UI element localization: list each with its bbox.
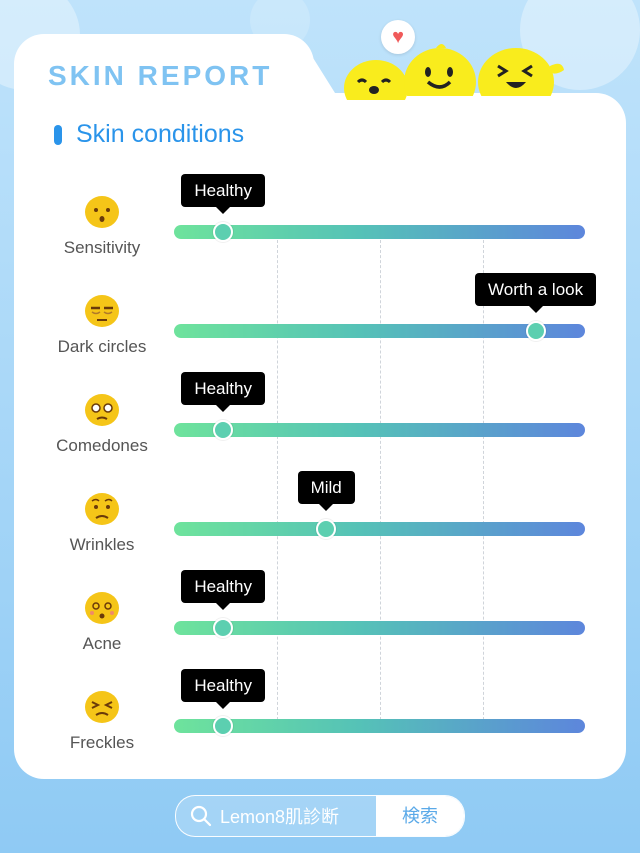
level-gridline: [277, 240, 278, 720]
search-bar[interactable]: Lemon8肌診断 検索: [175, 795, 465, 837]
search-icon: [190, 805, 212, 827]
condition-level-marker: [213, 222, 234, 242]
condition-status-tooltip: Healthy: [181, 372, 265, 412]
report-title: SKIN REPORT: [48, 60, 273, 91]
grimacing-face-icon: [85, 691, 119, 723]
section-title: Skin conditions: [76, 120, 245, 148]
surprised-face-icon: [85, 196, 119, 228]
condition-level-marker: [316, 519, 337, 539]
condition-level-marker: [213, 716, 234, 736]
tired-face-icon: [85, 295, 119, 327]
heart-icon: ♥: [381, 20, 415, 54]
lemon-mascot-icon: [344, 60, 408, 100]
condition-level-marker: [213, 420, 234, 440]
condition-track: [174, 423, 585, 437]
search-field[interactable]: Lemon8肌診断: [176, 796, 376, 836]
lemon-mascot-icon: [478, 48, 564, 96]
condition-label: Sensitivity: [63, 238, 141, 257]
section-marker: [54, 125, 62, 145]
condition-track: [174, 621, 585, 635]
condition-label: Dark circles: [57, 337, 147, 356]
condition-track: [174, 225, 585, 239]
condition-label: Acne: [82, 634, 122, 653]
squinting-face-icon: [85, 394, 119, 426]
condition-status-tooltip: Mild: [297, 471, 355, 511]
search-button[interactable]: 検索: [376, 796, 464, 836]
condition-level-marker: [213, 618, 234, 638]
search-query: Lemon8肌診断: [220, 807, 340, 827]
lemon-mascot-icon: [404, 44, 476, 96]
condition-track: [174, 719, 585, 733]
condition-status-tooltip: Healthy: [181, 570, 265, 610]
condition-status-tooltip: Healthy: [181, 669, 265, 709]
dizzy-face-icon: [85, 592, 119, 624]
condition-level-marker: [525, 321, 546, 341]
condition-label: Freckles: [69, 733, 135, 752]
condition-track: [174, 522, 585, 536]
worried-face-icon: [85, 493, 119, 525]
condition-status-tooltip: Worth a look: [475, 273, 597, 313]
condition-label: Wrinkles: [69, 535, 135, 554]
condition-status-tooltip: Healthy: [181, 174, 265, 214]
level-gridline: [483, 240, 484, 720]
level-gridline: [380, 240, 381, 720]
condition-track: [174, 324, 585, 338]
condition-label: Comedones: [56, 436, 148, 455]
